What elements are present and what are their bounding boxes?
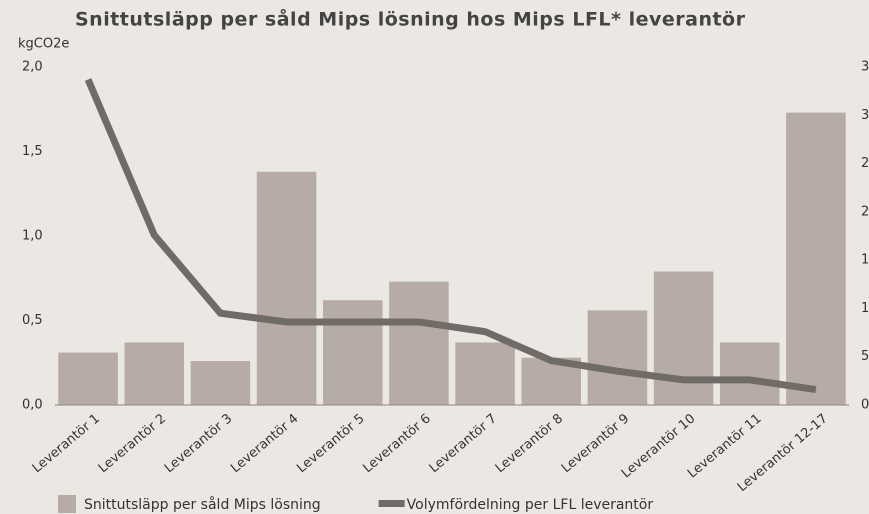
y2-tick-label: 5: [861, 349, 869, 364]
legend-swatch: [378, 500, 405, 507]
bar: [58, 352, 118, 405]
y2-tick-label: 15: [861, 253, 869, 268]
y2-tick-label: 10: [861, 301, 869, 316]
y-tick-label: 0,5: [22, 313, 43, 328]
bar: [786, 112, 846, 405]
legend-swatch: [58, 495, 76, 513]
bar: [653, 271, 714, 405]
y2-tick-label: 0: [861, 398, 869, 413]
y2-tick-label: 25: [861, 156, 869, 171]
line: [84, 78, 817, 394]
y2-tick-label: 20: [861, 204, 869, 219]
bar: [719, 342, 780, 405]
y-tick-label: 1,0: [22, 229, 43, 244]
legend-label: Volymfördelning per LFL leverantör: [407, 497, 654, 513]
chart-title: Snittutsläpp per såld Mips lösning hos M…: [75, 7, 746, 31]
bar: [322, 300, 383, 405]
bar: [389, 281, 449, 405]
bar: [455, 342, 515, 405]
y-tick-label: 1,5: [22, 144, 43, 159]
y-tick-label: 2,0: [22, 60, 43, 75]
bar: [256, 171, 317, 405]
bar: [124, 342, 185, 405]
y-axis-label: kgCO2e: [18, 37, 69, 52]
y2-tick-label: 35: [861, 60, 869, 75]
y2-tick-label: 30: [861, 108, 869, 123]
y-tick-label: 0,0: [22, 398, 43, 413]
bar: [190, 361, 251, 405]
bar: [587, 310, 648, 405]
legend-label: Snittutsläpp per såld Mips lösning: [84, 496, 321, 513]
